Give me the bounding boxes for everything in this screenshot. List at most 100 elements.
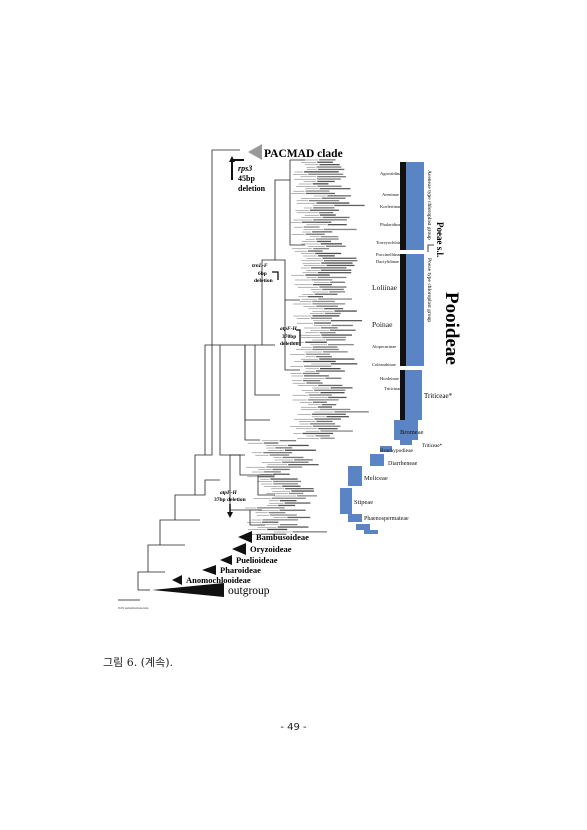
- taxon-label-mark: [259, 533, 287, 535]
- page-number: - 49 -: [280, 722, 307, 733]
- tribe-bars: [340, 162, 424, 534]
- taxon-label-mark: [287, 516, 311, 519]
- taxon-label-mark: [303, 226, 320, 228]
- taxon-label-mark: [314, 418, 341, 420]
- atpf-lower-label: atpF-H: [220, 490, 238, 496]
- tribe-diarrheneae: Diarrheneae: [388, 461, 418, 467]
- taxon-label-mark: [318, 298, 352, 300]
- atpf-upper-word: deletion: [280, 341, 299, 347]
- taxon-label-mark: [325, 377, 342, 379]
- taxon-label-mark: [328, 396, 347, 399]
- oryzoideae-triangle: [232, 543, 246, 555]
- tribe-phaenospermateae: Phaenospermateae: [364, 516, 409, 522]
- tribe-poinae: Poinae: [372, 320, 393, 329]
- taxon-label-mark: [320, 437, 335, 439]
- taxon-label-mark: [312, 231, 333, 233]
- taxon-label-mark: [306, 382, 323, 384]
- taxon-label-mark: [312, 303, 346, 305]
- taxon-label-mark: [321, 334, 352, 336]
- taxon-label-mark: [320, 327, 338, 329]
- taxon-label-mark: [277, 526, 309, 528]
- taxon-label-mark: [313, 207, 335, 209]
- taxon-label-mark: [324, 228, 357, 231]
- taxon-label-mark: [312, 425, 341, 427]
- taxon-label-mark: [305, 341, 327, 343]
- taxon-label-mark: [324, 308, 344, 310]
- taxon-label-mark: [323, 260, 358, 262]
- taxon-label-mark: [331, 324, 353, 327]
- taxon-label-mark: [297, 495, 317, 497]
- tribe-hordeinae: Hordeinae: [380, 376, 399, 381]
- atpf-lower-size: 37bp deletion: [214, 497, 246, 503]
- oryzoideae-label: Oryzoideae: [250, 544, 292, 554]
- taxon-label-mark: [273, 473, 290, 475]
- taxon-label-mark: [330, 320, 363, 322]
- atpf-upper-arrow: [296, 329, 301, 346]
- triticeae-label-2: Triticeae*: [422, 444, 443, 449]
- pacmad-clade-label: PACMAD clade: [264, 148, 343, 160]
- taxon-label-mark: [279, 500, 297, 502]
- taxon-label-mark: [308, 394, 332, 396]
- taxon-label-mark: [312, 300, 335, 303]
- taxon-label-mark: [285, 488, 314, 490]
- aveneae-blue-bar: [406, 162, 424, 250]
- taxon-label-mark: [327, 224, 347, 226]
- taxon-label-mark: [288, 444, 309, 447]
- taxa-leaf-lines: [245, 159, 334, 535]
- taxon-label-mark: [288, 492, 303, 495]
- poeae-group-label: Poeae type chloroplast group: [426, 258, 432, 322]
- taxon-label-mark: [320, 269, 352, 271]
- aveneae-group-label: Aveneae type chloroplast group: [426, 170, 432, 240]
- pooideae-label: Pooideae: [441, 292, 462, 365]
- taxon-label-mark: [304, 171, 339, 173]
- tribe-aveninae: Aveninae: [382, 192, 399, 197]
- taxon-label-mark: [317, 176, 346, 178]
- tribe-coleanthinae: Coleanthinae: [372, 362, 396, 367]
- bambusoideae-triangle: [238, 531, 252, 543]
- bambusoideae-label: Bambusoideae: [256, 532, 309, 542]
- taxon-label-mark: [262, 519, 298, 521]
- triticeae-black-bar: [400, 370, 405, 420]
- taxon-label-mark: [319, 159, 336, 161]
- taxon-label-mark: [268, 512, 286, 514]
- taxon-label-mark: [305, 353, 330, 355]
- taxon-label-mark: [320, 243, 343, 245]
- taxon-label-mark: [279, 440, 297, 442]
- tribe-labels: Agrostidinae Aveninae Koeleriinae Phalar…: [354, 171, 424, 522]
- taxon-label-mark: [310, 317, 332, 319]
- taxon-label-mark: [317, 178, 341, 180]
- tribe-puccinelliinae: Puccinelliinae: [376, 252, 402, 257]
- taxon-label-mark: [312, 401, 327, 403]
- taxon-label-mark: [319, 286, 347, 288]
- taxon-label-mark: [334, 411, 369, 413]
- taxon-label-mark: [312, 346, 338, 348]
- taxon-label-mark: [319, 188, 351, 190]
- subfamily-triangles: [152, 531, 252, 597]
- taxon-label-mark: [327, 195, 352, 197]
- taxon-label-mark: [282, 485, 301, 487]
- taxon-label-mark: [263, 452, 293, 454]
- rps3-deletion-label: rps3: [238, 164, 252, 173]
- anomochlooideae-label: Anomochlooideae: [186, 575, 251, 585]
- tribe-agrostidinae: Agrostidinae: [380, 171, 403, 176]
- tribe-phalaridinae: Phalaridinae: [380, 222, 403, 227]
- taxon-label-mark: [321, 404, 337, 406]
- taxon-label-mark: [263, 471, 281, 473]
- poeae-sl-bracket: [427, 244, 434, 252]
- taxon-label-mark: [314, 322, 332, 324]
- rps3-deletion-size: 45bp: [238, 174, 255, 183]
- taxon-label-mark: [312, 183, 329, 185]
- taxon-label-mark: [314, 293, 338, 295]
- taxon-label-mark: [320, 430, 353, 432]
- trnlf-deletion-size: 6bp: [258, 271, 267, 277]
- taxon-label-mark: [261, 521, 279, 523]
- taxon-label-mark: [284, 449, 316, 451]
- taxon-label-mark: [316, 166, 342, 168]
- taxon-label-mark: [307, 250, 323, 252]
- brachypodieae-bar: [380, 446, 392, 452]
- outgroup-triangle: [152, 583, 224, 597]
- rps3-deletion-arrowhead: [229, 156, 235, 162]
- taxon-label-mark: [315, 370, 345, 372]
- taxon-label-mark: [320, 236, 339, 238]
- tribe-triticinae: Triticinae: [384, 386, 401, 391]
